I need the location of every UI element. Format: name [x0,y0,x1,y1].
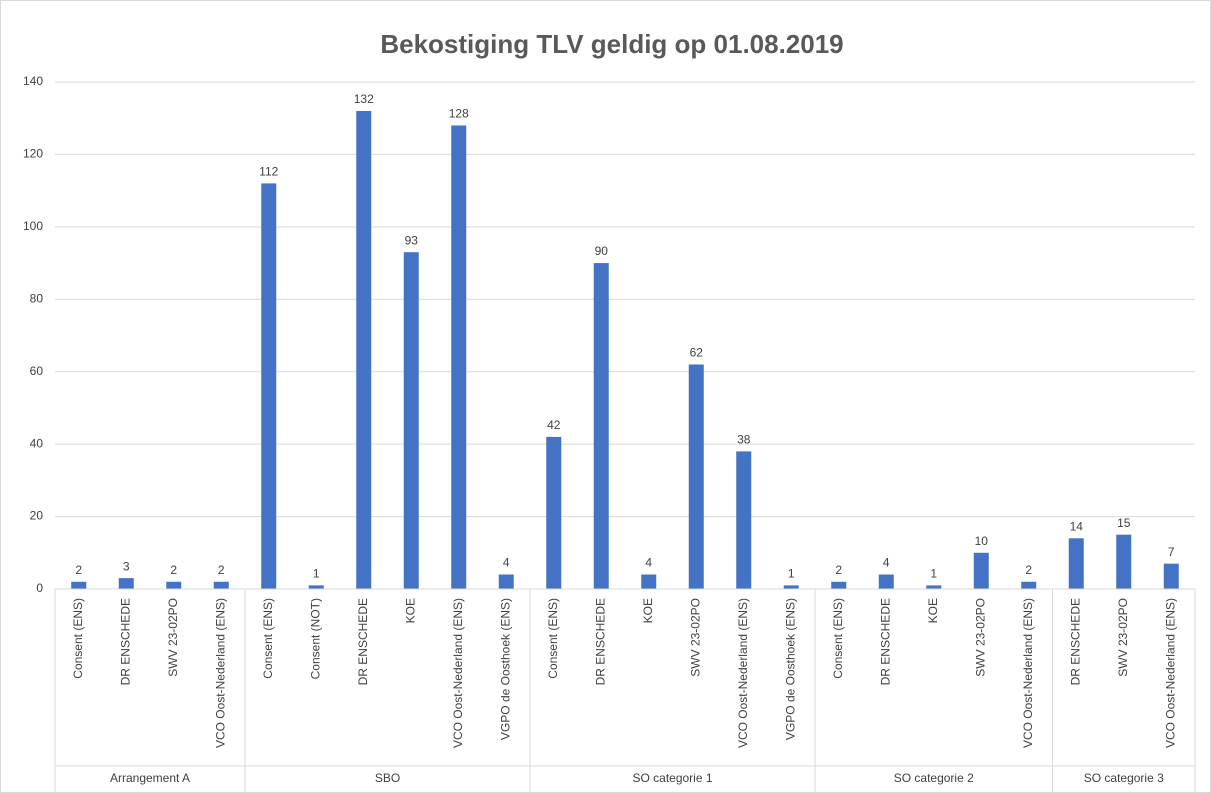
x-tick-label: Consent (ENS) [261,598,275,679]
bar [1163,563,1179,589]
x-tick-label: VCO Oost-Nederland (ENS) [451,598,465,748]
bar [831,581,847,589]
y-tick-label: 100 [23,219,43,233]
data-label: 1 [788,567,795,581]
x-tick-label: KOE [926,598,940,623]
data-label: 4 [503,556,510,570]
data-label: 42 [547,418,561,432]
bar [118,578,134,589]
group-label: SBO [375,771,400,785]
data-label: 132 [354,92,374,106]
data-label: 93 [405,233,419,247]
data-label: 90 [595,244,609,258]
bar [356,110,372,589]
x-tick-label: DR ENSCHEDE [1068,598,1082,685]
x-tick-label: Consent (NOT) [308,598,322,679]
data-label: 2 [835,563,842,577]
data-label: 1 [930,567,937,581]
data-label: 15 [1117,516,1131,530]
x-tick-label: DR ENSCHEDE [356,598,370,685]
x-tick-label: VGPO de Oosthoek (ENS) [498,598,512,740]
bar [71,581,87,589]
x-tick-label: KOE [641,598,655,623]
x-tick-label: SWV 23-02PO [973,598,987,677]
bar [926,585,942,589]
x-tick-label: Consent (ENS) [546,598,560,679]
bar [1068,538,1084,589]
x-tick-label: VCO Oost-Nederland (ENS) [1021,598,1035,748]
data-label: 3 [123,559,130,573]
data-label: 7 [1168,545,1175,559]
bar [1021,581,1037,589]
data-label: 112 [259,165,278,179]
data-label: 62 [690,346,704,360]
bar [688,364,704,589]
data-label: 4 [645,556,652,570]
y-tick-label: 40 [30,436,44,450]
data-label: 2 [170,563,177,577]
bar [498,574,514,589]
bar [783,585,799,589]
x-tick-label: DR ENSCHEDE [593,598,607,685]
x-tick-label: VGPO de Oosthoek (ENS) [783,598,797,740]
group-label: SO categorie 3 [1084,771,1164,785]
x-tick-label: KOE [403,598,417,623]
y-tick-label: 80 [30,291,44,305]
bar [1116,534,1132,589]
x-tick-label: VCO Oost-Nederland (ENS) [213,598,227,748]
y-tick-label: 0 [36,581,43,595]
x-tick-label: VCO Oost-Nederland (ENS) [1163,598,1177,748]
bar [973,552,989,589]
y-tick-label: 60 [30,364,44,378]
bar [308,585,324,589]
bar [878,574,894,589]
x-tick-label: VCO Oost-Nederland (ENS) [736,598,750,748]
y-tick-label: 20 [30,509,44,523]
data-label: 2 [75,563,82,577]
chart-title: Bekostiging TLV geldig op 01.08.2019 [380,29,843,59]
bar [166,581,182,589]
group-label: SO categorie 2 [894,771,974,785]
bar [736,451,752,589]
data-label: 38 [737,433,751,447]
y-tick-label: 120 [23,147,43,161]
bar [451,125,467,589]
x-tick-label: Consent (ENS) [71,598,85,679]
x-tick-label: SWV 23-02PO [1116,598,1130,677]
x-tick-label: SWV 23-02PO [688,598,702,677]
bar [593,263,609,589]
group-label: SO categorie 1 [632,771,712,785]
x-tick-label: DR ENSCHEDE [878,598,892,685]
x-tick-label: SWV 23-02PO [166,598,180,677]
bar [403,252,419,589]
data-label: 128 [449,107,469,121]
bar [641,574,657,589]
y-tick-label: 140 [23,74,43,88]
data-label: 1 [313,567,320,581]
data-label: 2 [218,563,225,577]
bar [261,183,277,589]
data-label: 10 [975,534,989,548]
x-tick-label: DR ENSCHEDE [118,598,132,685]
bar [546,436,562,589]
data-label: 14 [1070,519,1084,533]
data-label: 2 [1025,563,1032,577]
data-label: 4 [883,556,890,570]
bar [213,581,229,589]
group-label: Arrangement A [110,771,190,785]
x-tick-label: Consent (ENS) [831,598,845,679]
